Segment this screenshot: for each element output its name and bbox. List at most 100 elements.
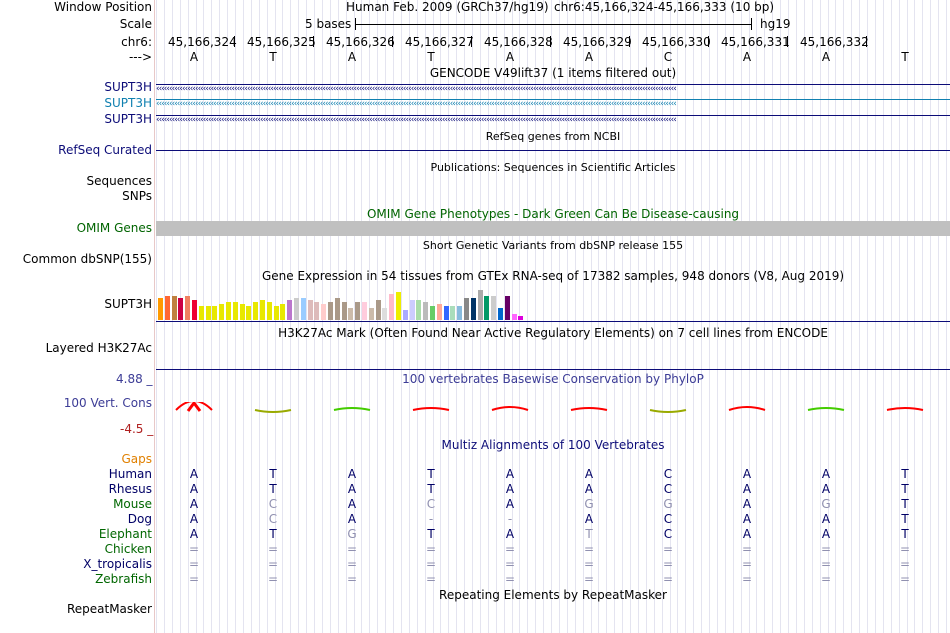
refseq-track-line[interactable] (156, 150, 950, 151)
phylop-score-mark[interactable] (411, 402, 451, 416)
gtex-tissue-bar[interactable] (280, 304, 286, 320)
gtex-tissue-bar[interactable] (430, 306, 435, 320)
gencode-transcript-1[interactable]: ‹‹‹‹‹‹‹‹‹‹‹‹‹‹‹‹‹‹‹‹‹‹‹‹‹‹‹‹‹‹‹‹‹‹‹‹‹‹‹‹… (156, 84, 950, 94)
gtex-tissue-bar[interactable] (389, 294, 395, 320)
gencode-transcript-2[interactable]: ‹‹‹‹‹‹‹‹‹‹‹‹‹‹‹‹‹‹‹‹‹‹‹‹‹‹‹‹‹‹‹‹‹‹‹‹‹‹‹‹… (156, 99, 950, 109)
gtex-tissue-bar[interactable] (185, 296, 191, 320)
gtex-tissue-bar[interactable] (314, 302, 320, 320)
omim-phenotype-bar[interactable] (156, 221, 950, 236)
gtex-tissue-bar[interactable] (334, 298, 340, 320)
multiz-base: = (267, 572, 279, 586)
gtex-tissue-bar[interactable] (287, 300, 293, 320)
gtex-tissue-bar[interactable] (219, 304, 225, 320)
gencode-gene-label-3[interactable]: SUPT3H (104, 112, 152, 126)
gtex-tissue-bar[interactable] (239, 304, 245, 320)
gtex-tissue-bar[interactable] (321, 304, 327, 320)
gtex-tissue-bar[interactable] (260, 300, 265, 320)
phylop-score-mark[interactable] (727, 402, 767, 416)
gtex-tissue-bar[interactable] (171, 296, 177, 320)
gtex-tissue-bar[interactable] (212, 306, 218, 320)
gtex-tissue-bar[interactable] (246, 306, 252, 320)
phylop-score-mark[interactable] (885, 402, 925, 416)
gtex-tissue-bar[interactable] (362, 302, 367, 320)
gtex-tissue-bar[interactable] (355, 302, 361, 320)
multiz-species-label[interactable]: Human (108, 467, 152, 481)
gencode-gene-label-1[interactable]: SUPT3H (104, 80, 152, 94)
multiz-species-label[interactable]: Chicken (104, 542, 152, 556)
gtex-tissue-bar[interactable] (464, 298, 469, 320)
gtex-tissue-bar[interactable] (402, 310, 408, 320)
multiz-base: T (427, 467, 435, 481)
gtex-tissue-bar[interactable] (470, 298, 476, 320)
phylop-score-mark[interactable] (806, 402, 846, 416)
grid-line (914, 0, 915, 633)
multiz-species-label[interactable]: X_tropicalis (83, 557, 152, 571)
dbsnp-label[interactable]: Common dbSNP(155) (22, 252, 152, 266)
omim-label[interactable]: OMIM Genes (76, 221, 152, 235)
h3k27ac-label[interactable]: Layered H3K27Ac (45, 341, 152, 355)
gtex-tissue-bar[interactable] (294, 298, 299, 320)
gtex-tissue-bar[interactable] (457, 306, 463, 320)
gtex-tissue-bar[interactable] (226, 302, 231, 320)
phylop-score-mark[interactable] (253, 402, 293, 416)
gtex-tissue-bar[interactable] (192, 300, 197, 320)
gtex-tissue-bar[interactable] (450, 306, 456, 320)
gtex-tissue-bar[interactable] (436, 304, 442, 320)
phylop-score-mark[interactable] (332, 402, 372, 416)
gtex-tissue-bar[interactable] (498, 308, 503, 320)
gtex-tissue-bar[interactable] (443, 306, 449, 320)
grid-line (361, 0, 362, 633)
gtex-tissue-bar[interactable] (504, 296, 510, 320)
h3k27ac-title: H3K27Ac Mark (Often Found Near Active Re… (278, 326, 828, 340)
gtex-tissue-bar[interactable] (396, 292, 401, 320)
gtex-tissue-bar[interactable] (375, 300, 381, 320)
gtex-tissue-bar[interactable] (232, 302, 238, 320)
publications-label-snps[interactable]: SNPs (122, 189, 152, 203)
gtex-tissue-bar[interactable] (205, 306, 211, 320)
gtex-tissue-bar[interactable] (164, 296, 170, 320)
phylop-score-mark[interactable] (490, 402, 530, 416)
gtex-tissue-bar[interactable] (178, 298, 184, 320)
multiz-species-label[interactable]: Rhesus (108, 482, 152, 496)
phylop-score-mark[interactable] (569, 402, 609, 416)
gtex-tissue-bar[interactable] (348, 308, 354, 320)
phylop-score-mark[interactable] (648, 402, 688, 416)
gtex-label[interactable]: SUPT3H (104, 297, 152, 311)
gtex-tissue-bar[interactable] (253, 302, 259, 320)
phylop-score-mark[interactable] (174, 402, 214, 416)
gtex-tissue-bar[interactable] (198, 306, 204, 320)
multiz-species-label[interactable]: Dog (127, 512, 152, 526)
gtex-tissue-bar[interactable] (484, 296, 490, 320)
gtex-tissue-bar[interactable] (477, 290, 483, 320)
phylop-label[interactable]: 100 Vert. Cons (63, 396, 152, 410)
multiz-gaps-label[interactable]: Gaps (121, 452, 152, 466)
multiz-species-label[interactable]: Mouse (113, 497, 152, 511)
grid-line (251, 0, 252, 633)
gtex-tissue-bar[interactable] (423, 302, 429, 320)
grid-line (891, 0, 892, 633)
gtex-tissue-bar[interactable] (300, 298, 306, 320)
gtex-tissue-bar[interactable] (491, 296, 497, 320)
gtex-tissue-bar[interactable] (416, 300, 422, 320)
publications-label-sequences[interactable]: Sequences (86, 174, 152, 188)
gtex-tissue-bar[interactable] (266, 302, 272, 320)
gencode-gene-label-2[interactable]: SUPT3H (104, 96, 152, 110)
gtex-tissue-bar[interactable] (341, 302, 347, 320)
gtex-tissue-bar[interactable] (273, 306, 279, 320)
gtex-tissue-bar[interactable] (518, 316, 524, 320)
gtex-tissue-bar[interactable] (409, 300, 415, 320)
gtex-tissue-bar[interactable] (328, 302, 333, 320)
gencode-transcript-3[interactable]: ‹‹‹‹‹‹‹‹‹‹‹‹‹‹‹‹‹‹‹‹‹‹‹‹‹‹‹‹‹‹‹‹‹‹‹‹‹‹‹‹… (156, 115, 950, 125)
gtex-tissue-bar[interactable] (511, 314, 517, 320)
multiz-species-label[interactable]: Zebrafish (95, 572, 152, 586)
refseq-label[interactable]: RefSeq Curated (58, 143, 152, 157)
gtex-tissue-bar[interactable] (307, 300, 313, 320)
repeatmasker-label[interactable]: RepeatMasker (66, 602, 152, 616)
gtex-tissue-bar[interactable] (382, 308, 388, 320)
gtex-tissue-bar[interactable] (368, 308, 374, 320)
strand-label: ---> (128, 50, 152, 64)
gtex-tissue-bar[interactable] (158, 298, 163, 320)
grid-line (606, 0, 607, 633)
multiz-species-label[interactable]: Elephant (98, 527, 152, 541)
